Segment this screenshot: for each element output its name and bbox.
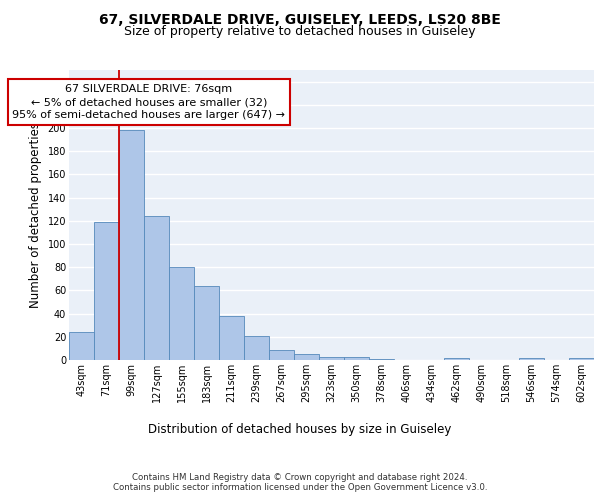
Bar xyxy=(369,359,394,360)
Bar xyxy=(169,267,194,360)
Bar xyxy=(269,350,294,360)
Bar xyxy=(319,356,344,360)
Text: Size of property relative to detached houses in Guiseley: Size of property relative to detached ho… xyxy=(124,25,476,38)
Bar xyxy=(344,356,369,360)
Bar xyxy=(444,358,469,360)
Text: 67 SILVERDALE DRIVE: 76sqm
← 5% of detached houses are smaller (32)
95% of semi-: 67 SILVERDALE DRIVE: 76sqm ← 5% of detac… xyxy=(13,84,286,120)
Bar xyxy=(294,354,319,360)
Bar xyxy=(194,286,219,360)
Bar xyxy=(244,336,269,360)
Bar xyxy=(119,130,144,360)
Y-axis label: Number of detached properties: Number of detached properties xyxy=(29,122,42,308)
Bar xyxy=(144,216,169,360)
Bar xyxy=(519,358,544,360)
Bar xyxy=(219,316,244,360)
Bar xyxy=(569,358,594,360)
Bar xyxy=(69,332,94,360)
Text: Distribution of detached houses by size in Guiseley: Distribution of detached houses by size … xyxy=(148,422,452,436)
Bar xyxy=(94,222,119,360)
Text: Contains HM Land Registry data © Crown copyright and database right 2024.
Contai: Contains HM Land Registry data © Crown c… xyxy=(113,472,487,492)
Text: 67, SILVERDALE DRIVE, GUISELEY, LEEDS, LS20 8BE: 67, SILVERDALE DRIVE, GUISELEY, LEEDS, L… xyxy=(99,12,501,26)
